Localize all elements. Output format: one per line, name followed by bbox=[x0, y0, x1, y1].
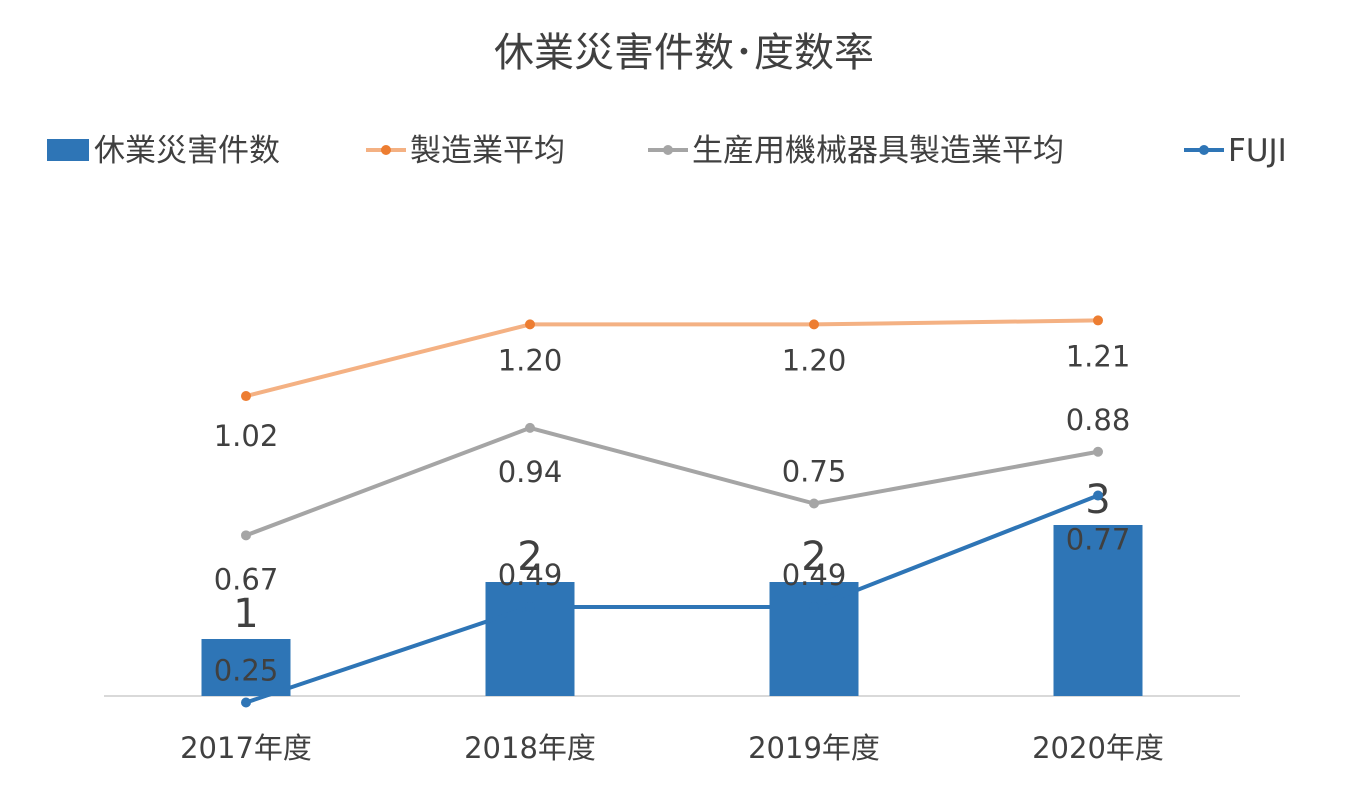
bar-series: 1223 bbox=[201, 477, 1143, 696]
legend-marker bbox=[663, 145, 673, 155]
bar-2017年度 bbox=[201, 639, 291, 696]
data-label: 1.21 bbox=[1066, 339, 1131, 373]
data-label: 0.94 bbox=[498, 455, 563, 489]
data-label: 1.02 bbox=[214, 419, 279, 453]
legend-marker bbox=[1199, 145, 1209, 155]
bar-value-label: 2 bbox=[517, 534, 542, 580]
data-label: 0.25 bbox=[214, 654, 279, 688]
x-tick-label: 2019年度 bbox=[748, 731, 880, 765]
bar-value-label: 1 bbox=[233, 591, 258, 637]
legend-marker bbox=[381, 145, 391, 155]
data-point bbox=[525, 422, 535, 433]
legend: 休業災害件数 製造業平均 生産用機械器具製造業平均 FUJI bbox=[47, 133, 1287, 169]
data-point bbox=[809, 498, 819, 509]
bar-2019年度 bbox=[769, 582, 859, 696]
chart-title: 休業災害件数･度数率 bbox=[494, 30, 874, 76]
data-point bbox=[1093, 315, 1103, 326]
legend-label: FUJI bbox=[1228, 133, 1287, 169]
data-label: 0.75 bbox=[782, 455, 847, 489]
line-series-group: 1.02 1.20 1.20 1.21 0.67 0.94 0.75 0.88 0.25 0.49… bbox=[214, 315, 1131, 708]
data-label: 0.67 bbox=[214, 562, 279, 596]
x-tick-label: 2018年度 bbox=[464, 731, 596, 765]
data-point bbox=[241, 530, 251, 541]
data-point bbox=[1093, 446, 1103, 457]
legend-item-FUJI: FUJI bbox=[1184, 133, 1287, 169]
data-point bbox=[809, 319, 819, 330]
data-label: 1.20 bbox=[782, 343, 847, 377]
data-label: 0.49 bbox=[782, 558, 847, 592]
data-point bbox=[525, 319, 535, 330]
line-series-FUJI: 0.25 0.49 0.49 0.77 bbox=[214, 490, 1131, 708]
line-series-製造業平均: 1.02 1.20 1.20 1.21 bbox=[214, 315, 1131, 453]
bar-2018年度 bbox=[485, 582, 575, 696]
data-point bbox=[1093, 490, 1103, 501]
series-line bbox=[245, 493, 1099, 705]
x-axis-tick-labels: 2017年度 2018年度 2019年度 2020年度 bbox=[180, 731, 1164, 765]
legend-item-bars: 休業災害件数 bbox=[47, 133, 280, 169]
series-line bbox=[245, 318, 1099, 398]
legend-label: 製造業平均 bbox=[410, 133, 565, 169]
data-point bbox=[241, 391, 251, 402]
data-label: 0.49 bbox=[498, 558, 563, 592]
legend-item-製造業平均: 製造業平均 bbox=[366, 133, 565, 169]
data-point bbox=[809, 601, 819, 612]
legend-swatch bbox=[47, 139, 89, 161]
legend-item-生産用機械器具製造業平均: 生産用機械器具製造業平均 bbox=[648, 133, 1064, 169]
data-point bbox=[241, 697, 251, 708]
series-line bbox=[245, 425, 1099, 538]
data-point bbox=[525, 601, 535, 612]
data-label: 0.88 bbox=[1066, 403, 1131, 437]
line-series-生産用機械器具製造業平均: 0.67 0.94 0.75 0.88 bbox=[214, 403, 1131, 597]
legend-label: 生産用機械器具製造業平均 bbox=[692, 133, 1064, 169]
data-label: 1.20 bbox=[498, 343, 563, 377]
bar-value-label: 2 bbox=[801, 534, 826, 580]
bar-2020年度 bbox=[1053, 525, 1143, 696]
x-tick-label: 2020年度 bbox=[1032, 731, 1164, 765]
data-label: 0.77 bbox=[1066, 523, 1131, 557]
legend-label: 休業災害件数 bbox=[94, 133, 280, 169]
x-tick-label: 2017年度 bbox=[180, 731, 312, 765]
